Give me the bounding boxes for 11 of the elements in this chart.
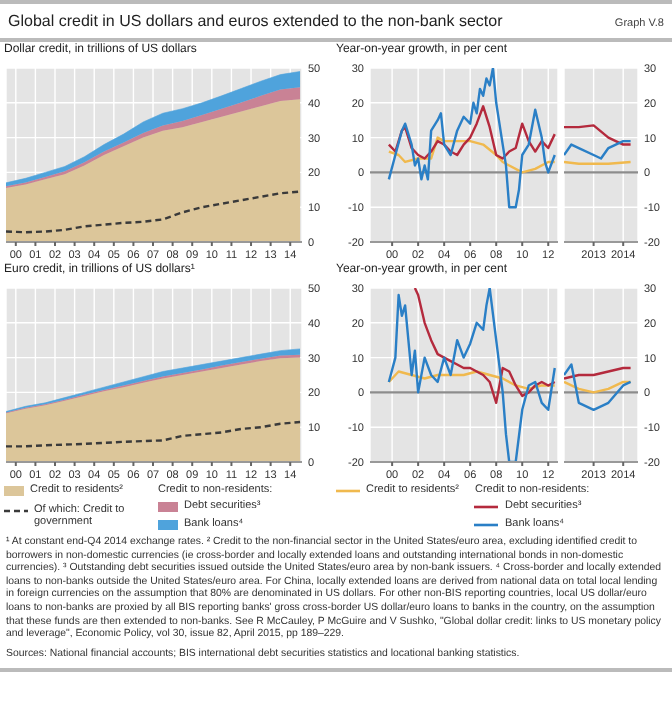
line-series: [387, 105, 556, 160]
text: Global credit in US dollars and euros extended to the non-bank sector: [8, 12, 503, 30]
line-series: [387, 370, 556, 391]
line-series: [387, 136, 556, 174]
line-series: [6, 190, 302, 234]
line-series: [387, 68, 556, 209]
line-series: [564, 124, 632, 146]
line-series: [564, 139, 632, 160]
line-series: [413, 288, 556, 405]
line-series: [6, 420, 302, 448]
line-series: [564, 363, 632, 411]
